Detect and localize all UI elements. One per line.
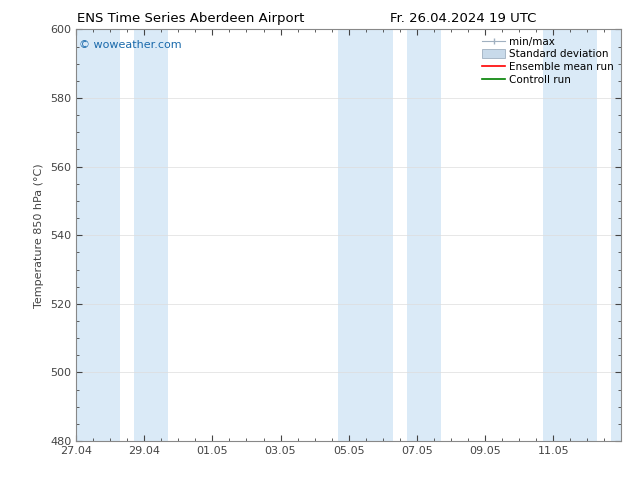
Bar bbox=[339, 29, 393, 441]
Bar bbox=[134, 29, 168, 441]
Text: © woweather.com: © woweather.com bbox=[79, 40, 181, 49]
Text: ENS Time Series Aberdeen Airport: ENS Time Series Aberdeen Airport bbox=[77, 12, 304, 25]
Bar bbox=[406, 29, 441, 441]
Bar bbox=[76, 29, 120, 441]
Bar bbox=[611, 29, 621, 441]
Legend: min/max, Standard deviation, Ensemble mean run, Controll run: min/max, Standard deviation, Ensemble me… bbox=[480, 35, 616, 87]
Bar bbox=[543, 29, 597, 441]
Y-axis label: Temperature 850 hPa (°C): Temperature 850 hPa (°C) bbox=[34, 163, 44, 308]
Text: Fr. 26.04.2024 19 UTC: Fr. 26.04.2024 19 UTC bbox=[390, 12, 536, 25]
